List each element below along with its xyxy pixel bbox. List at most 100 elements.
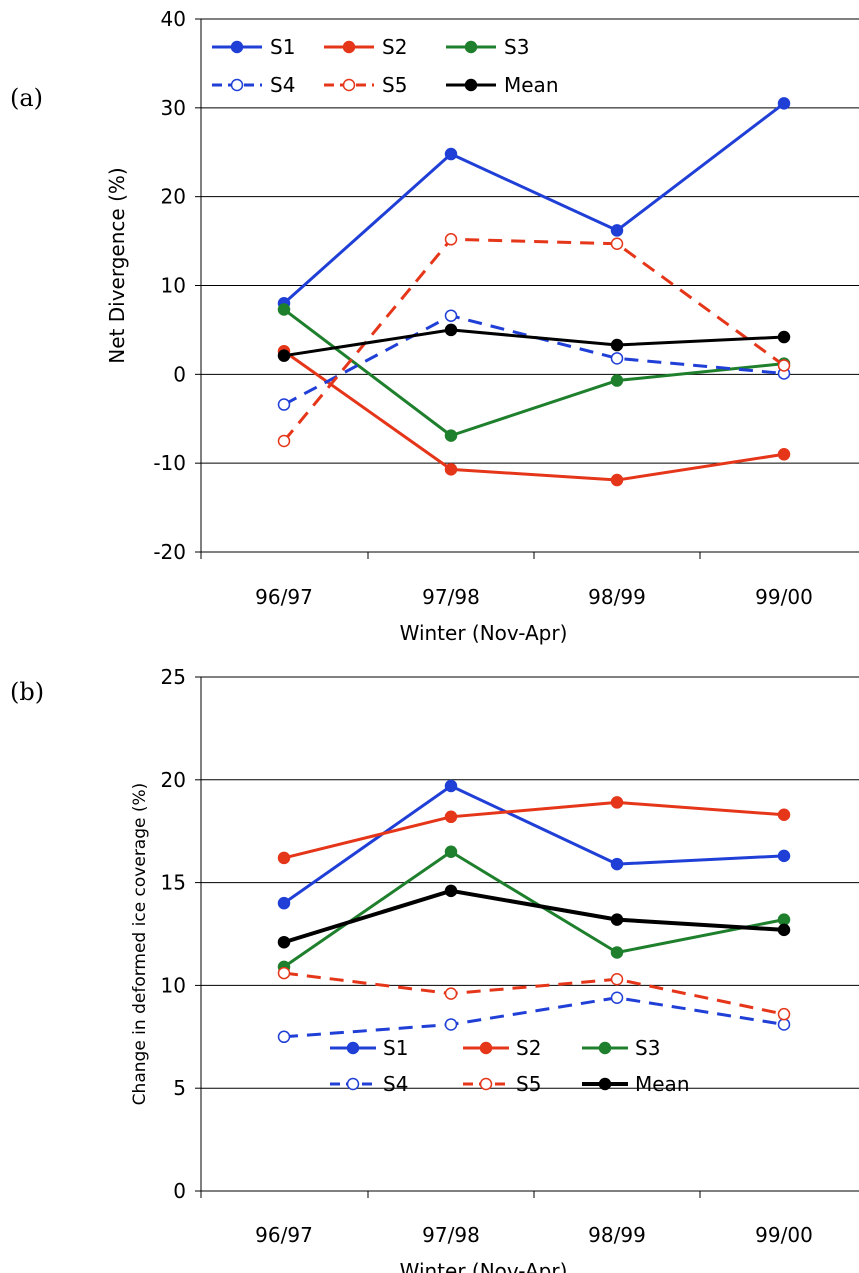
- legend-label-s5: S5: [382, 73, 407, 97]
- data-point: [444, 233, 458, 246]
- x-tick-label: 98/99: [588, 1223, 646, 1247]
- legend-marker-s5: [342, 78, 356, 92]
- y-tick-label: 0: [173, 1179, 186, 1203]
- y-tick-label: 10: [161, 274, 186, 298]
- y-tick-label: -20: [153, 540, 186, 564]
- panel-label: (a): [10, 84, 43, 112]
- data-point: [277, 398, 291, 411]
- legend-marker-s3: [464, 40, 478, 54]
- data-point: [777, 97, 791, 110]
- y-tick-label: -10: [153, 451, 186, 475]
- data-point: [444, 810, 458, 824]
- data-point: [610, 374, 624, 387]
- series-s3: [277, 845, 791, 974]
- y-axis-label: Change in deformed ice coverage (%): [130, 783, 150, 1106]
- data-point: [444, 147, 458, 161]
- data-point: [777, 330, 791, 344]
- panel-label: (b): [10, 678, 44, 706]
- x-tick-label: 99/00: [755, 585, 813, 609]
- data-point: [777, 359, 791, 372]
- series-line-s2: [283, 350, 785, 482]
- data-point: [277, 1030, 291, 1044]
- x-axis-label: Winter (Nov-Apr): [400, 621, 568, 645]
- series-line-s3: [283, 850, 785, 969]
- legend-label-mean: Mean: [635, 1072, 690, 1096]
- data-point: [444, 429, 458, 442]
- series-line-s1: [283, 784, 785, 905]
- legend: S1 S2 S3 S4 S5 Mean: [330, 1036, 690, 1096]
- legend-label-s2: S2: [516, 1036, 541, 1060]
- series-line-mean: [283, 328, 785, 358]
- series-s4: [277, 991, 791, 1044]
- data-point: [777, 923, 791, 937]
- x-axis-label: Winter (Nov-Apr): [400, 1259, 568, 1273]
- legend-marker-s3: [598, 1041, 612, 1055]
- legend-marker-s2: [479, 1041, 493, 1055]
- data-point: [277, 935, 291, 949]
- data-point: [444, 779, 458, 793]
- data-point: [610, 991, 624, 1004]
- y-axis-label: Net Divergence (%): [105, 167, 129, 363]
- data-point: [444, 463, 458, 476]
- series-line-mean: [283, 888, 785, 945]
- legend-marker-mean: [464, 78, 478, 92]
- data-point: [610, 913, 624, 926]
- series-s4: [277, 309, 791, 411]
- series-line-s4: [283, 314, 785, 406]
- x-tick-label: 96/97: [255, 1223, 313, 1247]
- series-line-s5: [282, 237, 785, 442]
- series-mean: [277, 884, 791, 949]
- data-point: [610, 224, 624, 237]
- series-line-s2: [283, 800, 785, 860]
- x-tick-label: 97/98: [422, 1223, 480, 1247]
- chart-panel-a: (a) -20 -10 0 10 20 30 40 96/97 97/98 98/99 99/00 Wi…: [10, 7, 859, 645]
- data-point: [444, 845, 458, 859]
- legend-label-s1: S1: [270, 35, 295, 59]
- series-line-s5: [283, 971, 785, 1016]
- series-mean: [277, 323, 791, 362]
- y-tick-label: 10: [161, 973, 186, 997]
- legend-label-mean: Mean: [504, 73, 559, 97]
- series-line-s4: [283, 996, 785, 1039]
- chart-panel-b: (b) 0 5 10 15 20 25 96/97 97/98 98/99 99/00 Winter …: [10, 665, 859, 1273]
- data-point: [277, 434, 291, 448]
- data-point: [277, 851, 291, 865]
- data-point: [610, 972, 624, 986]
- legend: S1 S2 S3 S4 S5 Mean: [212, 35, 559, 97]
- x-tick-label: 97/98: [422, 585, 480, 609]
- legend-marker-s4: [230, 78, 244, 92]
- data-point: [277, 303, 291, 316]
- legend-marker-s2: [342, 40, 356, 54]
- y-tick-label: 30: [161, 96, 186, 120]
- legend-label-s1: S1: [383, 1036, 408, 1060]
- series-s2: [277, 796, 791, 865]
- series-s5: [277, 233, 791, 448]
- data-point: [277, 966, 291, 980]
- data-point: [444, 309, 458, 322]
- series-line-s3: [283, 308, 785, 438]
- data-point: [777, 448, 791, 461]
- y-tick-label: 40: [161, 7, 186, 31]
- legend-marker-s5: [479, 1077, 493, 1091]
- legend-label-s3: S3: [635, 1036, 660, 1060]
- legend-marker-s1: [346, 1041, 360, 1055]
- y-tick-label: 15: [161, 871, 186, 895]
- data-point: [610, 796, 624, 809]
- y-tick-label: 25: [161, 665, 186, 689]
- data-point: [444, 987, 458, 1000]
- y-tick-label: 5: [173, 1076, 186, 1100]
- data-point: [444, 323, 458, 337]
- y-tick-label: 20: [161, 185, 186, 209]
- data-point: [777, 1018, 791, 1031]
- series-s1: [277, 779, 791, 910]
- legend-label-s4: S4: [270, 73, 295, 97]
- series-line-s1: [283, 102, 785, 305]
- data-point: [277, 349, 291, 362]
- data-point: [777, 808, 791, 822]
- data-point: [444, 884, 458, 898]
- x-tick-label: 96/97: [255, 585, 313, 609]
- data-point: [610, 473, 624, 487]
- legend-label-s2: S2: [382, 35, 407, 59]
- y-tick-label: 0: [173, 362, 186, 386]
